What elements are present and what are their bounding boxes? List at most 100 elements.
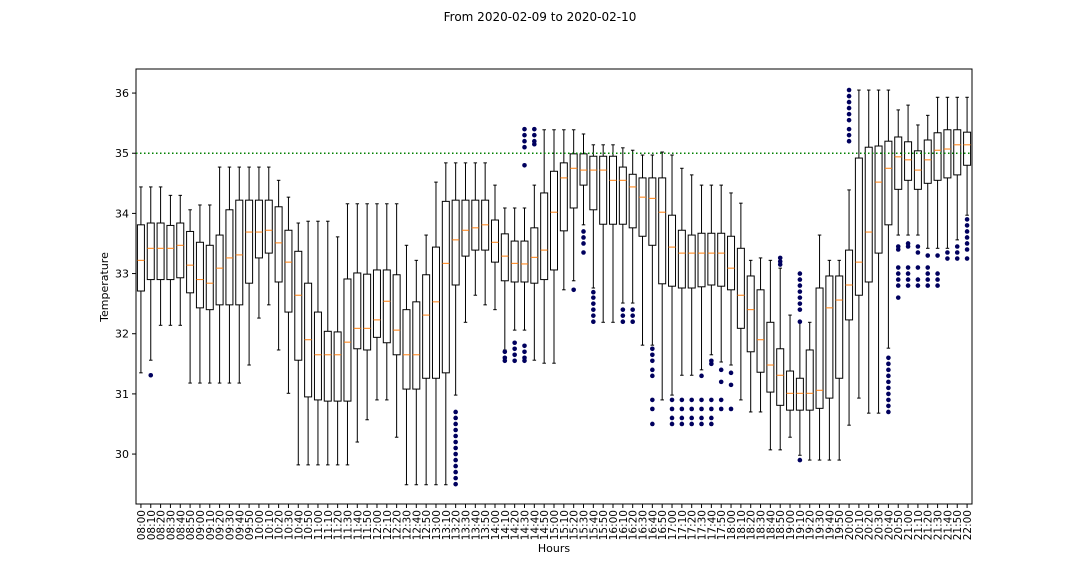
- flier: [453, 481, 458, 487]
- flier: [669, 397, 675, 403]
- box: [756, 289, 765, 373]
- x-tick-label: 16:30: [638, 510, 650, 540]
- x-tick-label: 08:10: [146, 510, 158, 540]
- x-tick-label: 16:50: [657, 510, 669, 540]
- flier: [502, 358, 508, 364]
- box: [245, 199, 254, 284]
- flier: [954, 250, 960, 255]
- flier: [522, 138, 527, 144]
- flier: [846, 105, 852, 111]
- box: [628, 173, 637, 229]
- x-tick-label: 12:40: [411, 510, 423, 540]
- x-tick-label: 13:50: [480, 510, 492, 540]
- box: [717, 232, 726, 287]
- box: [648, 177, 657, 246]
- box: [953, 129, 962, 176]
- x-tick-label: 19:40: [824, 510, 836, 540]
- x-axis-label: Hours: [538, 542, 570, 555]
- x-tick-label: 21:20: [923, 510, 935, 540]
- box: [166, 224, 175, 281]
- flier: [669, 415, 675, 421]
- box: [540, 192, 549, 281]
- flier: [581, 235, 586, 240]
- flier: [699, 397, 704, 403]
- flier: [797, 307, 803, 312]
- flier: [915, 244, 921, 249]
- box: [500, 233, 509, 282]
- flier: [964, 223, 970, 228]
- x-tick-label: 09:10: [205, 510, 217, 540]
- flier: [925, 265, 931, 270]
- flier: [718, 379, 724, 385]
- flier: [935, 283, 940, 288]
- box: [589, 155, 598, 211]
- flier: [846, 93, 852, 99]
- flier: [591, 313, 596, 318]
- x-tick-label: 20:00: [844, 510, 856, 540]
- x-tick-label: 19:30: [815, 510, 827, 540]
- flier: [453, 439, 458, 445]
- x-tick-label: 17:10: [677, 510, 689, 540]
- flier: [905, 265, 911, 270]
- flier: [650, 346, 655, 352]
- flier: [964, 256, 970, 261]
- x-tick-label: 19:00: [785, 510, 797, 540]
- box: [923, 139, 932, 184]
- x-tick-label: 11:30: [342, 510, 354, 540]
- flier: [886, 391, 891, 397]
- flier: [689, 406, 694, 412]
- flier: [571, 287, 576, 293]
- box: [835, 275, 844, 379]
- flier: [591, 295, 596, 300]
- box: [815, 287, 824, 409]
- y-tick-label: 36: [115, 87, 129, 100]
- box: [382, 269, 391, 344]
- box: [825, 275, 834, 399]
- box: [668, 214, 677, 287]
- flier: [935, 277, 940, 282]
- box: [490, 219, 499, 263]
- box: [333, 331, 342, 402]
- box: [186, 230, 195, 294]
- x-tick-label: 12:50: [421, 510, 433, 540]
- y-tick-label: 31: [115, 388, 129, 401]
- flier: [522, 144, 527, 150]
- x-tick-label: 08:20: [156, 510, 168, 540]
- x-tick-label: 09:20: [215, 510, 227, 540]
- x-tick-label: 10:20: [274, 510, 286, 540]
- box: [805, 349, 814, 411]
- flier: [581, 229, 586, 234]
- x-tick-label: 17:20: [687, 510, 699, 540]
- box: [786, 370, 795, 411]
- flier: [581, 250, 586, 255]
- flier: [148, 372, 154, 378]
- flier: [689, 397, 694, 403]
- flier: [915, 265, 921, 270]
- box: [943, 129, 952, 179]
- box: [353, 272, 362, 350]
- flier: [895, 295, 901, 300]
- flier: [512, 358, 517, 364]
- box: [933, 132, 942, 181]
- flier: [964, 235, 970, 240]
- flier: [709, 397, 714, 403]
- flier: [886, 403, 891, 409]
- flier: [453, 451, 458, 457]
- flier: [886, 361, 891, 367]
- flier: [797, 283, 803, 288]
- box: [638, 177, 647, 237]
- flier: [846, 111, 852, 117]
- x-tick-label: 20:30: [874, 510, 886, 540]
- box: [264, 199, 273, 254]
- flier: [728, 370, 734, 376]
- flier: [915, 250, 921, 255]
- flier: [797, 457, 803, 463]
- box: [176, 222, 185, 279]
- flier: [591, 319, 596, 324]
- x-tick-label: 15:40: [588, 510, 600, 540]
- x-tick-label: 15:10: [559, 510, 571, 540]
- x-tick-label: 12:10: [382, 510, 394, 540]
- box: [884, 140, 893, 226]
- box: [451, 199, 460, 286]
- x-tick-label: 15:20: [569, 510, 581, 540]
